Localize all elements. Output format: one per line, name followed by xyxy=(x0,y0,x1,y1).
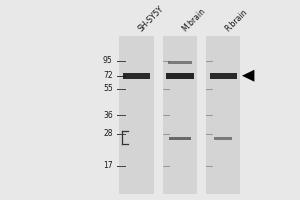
Text: 95: 95 xyxy=(103,56,113,65)
Text: R.brain: R.brain xyxy=(223,8,249,34)
Text: M.brain: M.brain xyxy=(180,7,207,34)
Text: 36: 36 xyxy=(103,111,113,120)
Text: 28: 28 xyxy=(103,129,113,138)
Bar xyxy=(214,137,232,140)
Bar xyxy=(206,36,240,194)
Text: 55: 55 xyxy=(103,84,113,93)
Bar xyxy=(210,73,237,79)
Text: 72: 72 xyxy=(103,71,113,80)
Polygon shape xyxy=(242,70,254,82)
Bar xyxy=(169,137,191,140)
Bar xyxy=(123,73,150,79)
Text: 17: 17 xyxy=(103,161,113,170)
Bar xyxy=(168,61,192,64)
Bar xyxy=(166,73,194,79)
Text: SH-SY5Y: SH-SY5Y xyxy=(136,5,166,34)
Bar xyxy=(163,36,197,194)
Bar xyxy=(119,36,154,194)
